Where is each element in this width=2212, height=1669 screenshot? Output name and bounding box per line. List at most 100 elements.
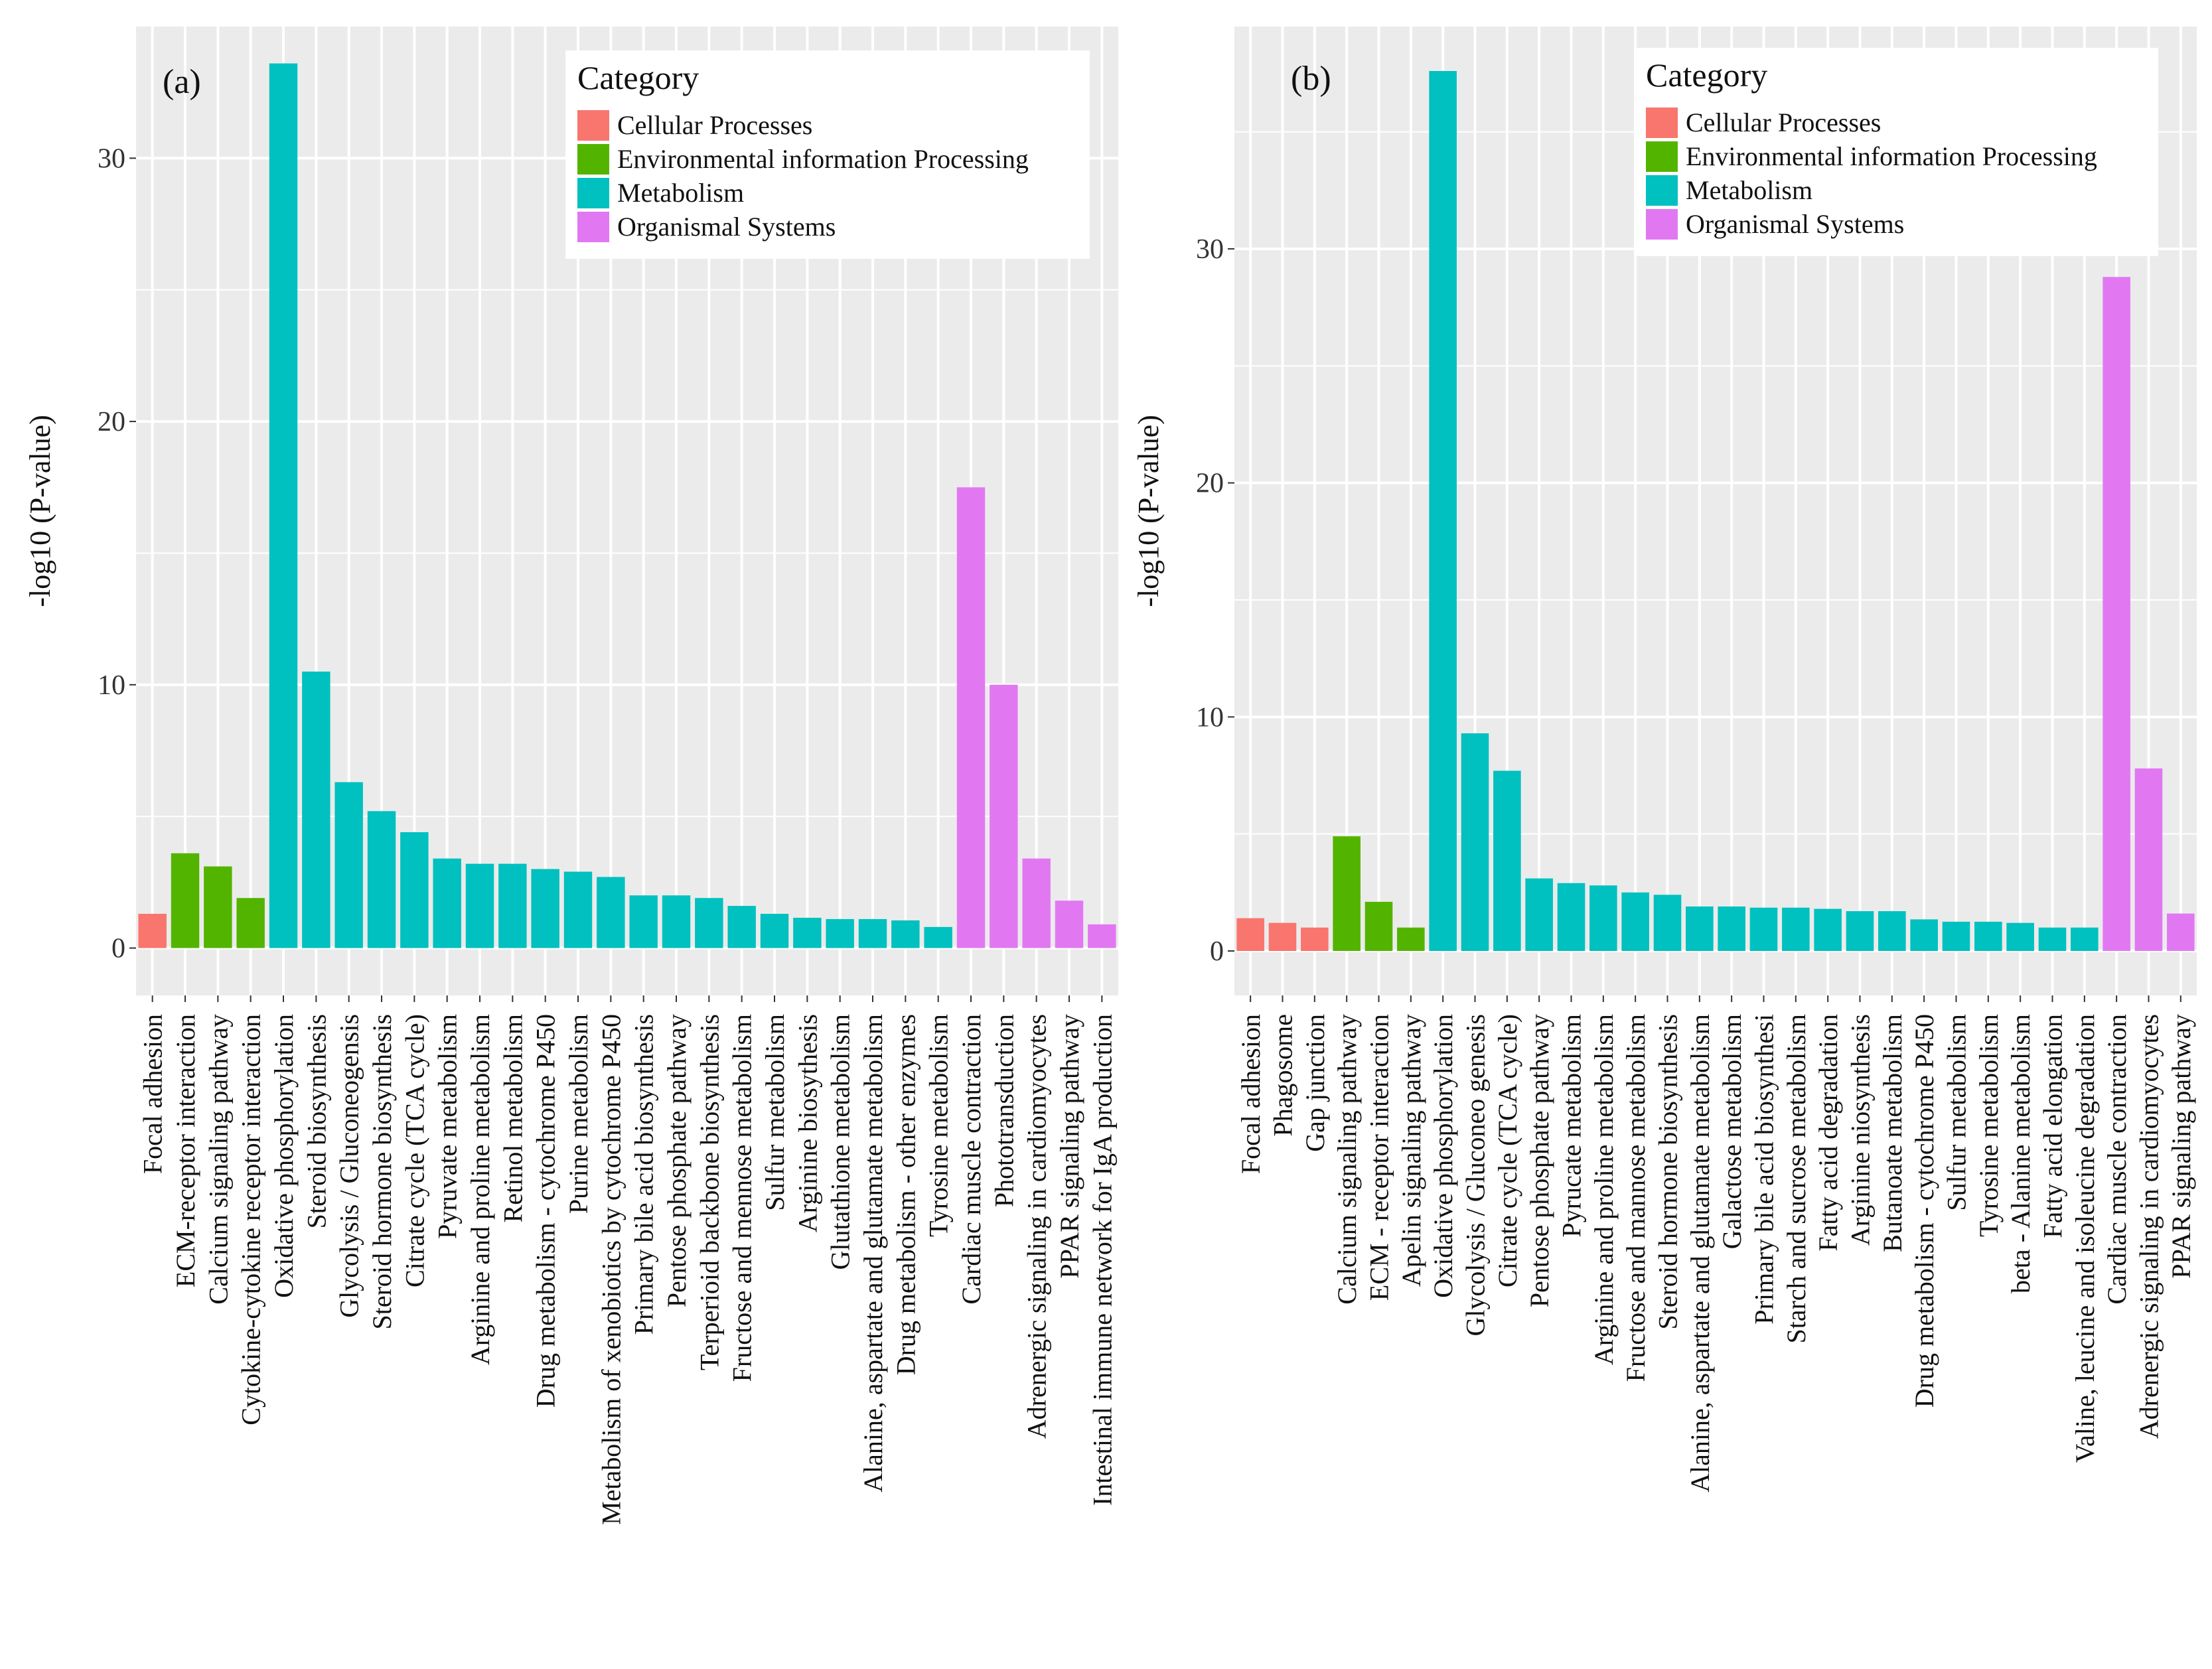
bar-oxidative-phosphorylation <box>1429 71 1457 951</box>
category-label-adrenergic-signaling-in-cardiomyocytes: Adrenergic signaling in cardiomyocytes <box>1022 1014 1052 1439</box>
legend: Category Cellular Processes Environmental … <box>1634 48 2158 256</box>
bar-adrenergic-signaling-in-cardiomyocytes <box>2134 768 2163 951</box>
category-label-arginine-and-proline-metabolism: Arginine and proline metabolism <box>465 1014 495 1365</box>
category-label-tyrosine-metabolism: Tyrosine metabolism <box>924 1014 954 1237</box>
bar-drug-metabolism-other-enzymes <box>891 920 920 948</box>
bar-cardiac-muscle-contraction <box>2102 277 2130 951</box>
bar-primary-bile-acid-biosynthesis <box>629 895 658 948</box>
category-label-steroid-hormone-biosynthesis: Steroid hormone biosynthesis <box>1653 1014 1683 1330</box>
bar-calcium-signaling-pathway <box>204 866 232 948</box>
category-label-alanine-aspartate-and-glutamate-metabolism: Alanine, aspartate and glutamate metabol… <box>1685 1014 1715 1492</box>
y-tick-label: 20 <box>98 407 125 437</box>
y-tick-label: 0 <box>1210 936 1224 967</box>
bar-fatty-acid-degradation <box>1814 908 1842 951</box>
y-tick-label: 30 <box>1196 234 1224 265</box>
bar-phagosome <box>1268 922 1297 951</box>
y-tick-label: 30 <box>98 143 125 174</box>
category-label-gap-junction: Gap junction <box>1300 1014 1330 1152</box>
bar-adrenergic-signaling-in-cardiomyocytes <box>1022 858 1051 948</box>
category-label-drug-metabolism-cytochrome-p450: Drug metabolism - cytochrome P450 <box>531 1014 561 1408</box>
bar-galactose-metabolism <box>1718 906 1745 951</box>
bar-gap-junction <box>1301 927 1329 951</box>
category-label-starch-and-sucrose-metabolism: Starch and sucrose metabolism <box>1781 1014 1811 1344</box>
category-label-valine-leucine-and-isoleucine-degradation: Valine, leucine and isoleucine degradati… <box>2070 1014 2100 1463</box>
legend: Category Cellular Processes Environmental … <box>565 50 1090 259</box>
bar-tyrosine-metabolism <box>1974 921 2002 951</box>
category-label-phagosome: Phagosome <box>1268 1014 1298 1136</box>
category-label-calcium-signaling-pathway: Calcium signaling pathway <box>203 1014 233 1305</box>
category-label-metabolism-of-xenobiotics-by-cytochrome-p450: Metabolism of xenobiotics by cytochrome … <box>596 1014 626 1525</box>
category-label-focal-adhesion: Focal adhesion <box>138 1014 168 1174</box>
bar-ecm-receptor-interaction <box>1364 901 1393 951</box>
bar-drug-metabolism-cytochrome-p450 <box>531 869 559 948</box>
bar-starch-and-sucrose-metabolism <box>1782 907 1810 951</box>
bar-primary-bile-acid-biosynthesi <box>1749 907 1778 951</box>
bar-metabolism-of-xenobiotics-by-cytochrome-p450 <box>597 877 625 948</box>
category-label-ecm-receptor-interaction: ECM-receptor interaction <box>171 1014 200 1287</box>
category-label-intestinal-immune-network-for-iga-production: Intestinal immune network for IgA produc… <box>1087 1014 1117 1506</box>
bar-butanoate-metabolism <box>1878 911 1906 951</box>
bar-glycolysis-gluconeogensis <box>334 782 363 948</box>
category-label-arginine-niosynthesis: Arginine niosynthesis <box>1846 1014 1876 1246</box>
category-label-beta-alanine-metabolism: beta - Alanine metabolism <box>2006 1014 2035 1293</box>
y-axis-title: -log10 (P-value) <box>1132 415 1165 607</box>
bar-terperioid-backbone-biosynthesis <box>695 898 723 948</box>
y-tick-label: 10 <box>1196 702 1224 733</box>
panel-tag: (a) <box>163 63 201 101</box>
legend-swatch-metabolism <box>1646 175 1678 206</box>
category-label-oxidative-phosphorylation: Oxidative phosphorylation <box>1428 1014 1458 1298</box>
bar-phototransduction <box>990 684 1018 948</box>
y-tick-label: 20 <box>1196 469 1224 499</box>
bar-glutathione-metabolism <box>826 918 854 948</box>
category-label-ecm-receptor-interaction: ECM - receptor interaction <box>1364 1014 1394 1301</box>
category-label-phototransduction: Phototransduction <box>989 1014 1019 1207</box>
bar-focal-adhesion <box>138 914 167 948</box>
bar-ppar-signaling-pathway <box>2167 913 2195 951</box>
bar-arginine-and-proline-metabolism <box>1589 885 1617 951</box>
category-label-cytokine-cytokine-receptor-interaction: Cytokine-cytokine receptor interaction <box>236 1014 266 1425</box>
legend-label-environmental-information-processing: Environmental information Processing <box>1686 141 2097 171</box>
legend-label-cellular-processes: Cellular Processes <box>1686 108 1881 137</box>
category-label-arginine-and-proline-metabolism: Arginine and proline metabolism <box>1589 1014 1619 1365</box>
bar-citrate-cycle-tca-cycle <box>1493 770 1521 951</box>
legend-label-cellular-processes: Cellular Processes <box>617 110 812 140</box>
bar-pyrucate-metabolism <box>1557 883 1585 951</box>
bar-steroid-biosynthesis <box>302 672 331 948</box>
legend-title: Category <box>577 59 699 96</box>
category-label-cardiac-muscle-contraction: Cardiac muscle contraction <box>956 1014 986 1305</box>
bar-apelin-signaling-pathway <box>1397 927 1425 951</box>
legend-swatch-environmental-information-processing <box>1646 141 1678 172</box>
bar-intestinal-immune-network-for-iga-production <box>1088 924 1116 948</box>
category-label-calcium-signaling-pathway: Calcium signaling pathway <box>1332 1014 1362 1305</box>
bar-steroid-hormone-biosynthesis <box>367 811 396 948</box>
legend-swatch-environmental-information-processing <box>577 144 609 175</box>
category-label-pyruvate-metabolism: Pyruvate metabolism <box>433 1014 463 1239</box>
category-label-primary-bile-acid-biosynthesi: Primary bile acid biosynthesi <box>1749 1014 1779 1325</box>
bar-beta-alanine-metabolism <box>2006 922 2034 951</box>
category-label-pentose-phosphate-pathway: Pentose phosphate pathway <box>1524 1014 1554 1307</box>
legend-label-organismal-systems: Organismal Systems <box>617 212 836 242</box>
legend-label-metabolism: Metabolism <box>617 178 744 208</box>
bar-retinol-metabolism <box>498 863 527 948</box>
category-label-terperioid-backbone-biosynthesis: Terperioid backbone biosynthesis <box>694 1014 724 1370</box>
legend-label-organismal-systems: Organismal Systems <box>1686 209 1904 239</box>
category-label-ppar-signaling-pathway: PPAR signaling pathway <box>2166 1014 2196 1279</box>
category-label-arginine-biosythesis: Arginine biosythesis <box>792 1014 822 1232</box>
category-label-drug-metabolism-other-enzymes: Drug metabolism - other enzymes <box>891 1014 921 1375</box>
category-label-apelin-signaling-pathway: Apelin signaling pathway <box>1396 1014 1426 1287</box>
category-label-pentose-phosphate-pathway: Pentose phosphate pathway <box>662 1014 692 1307</box>
legend-swatch-cellular-processes <box>577 110 609 141</box>
bar-purine-metabolism <box>563 871 593 948</box>
bar-calcium-signaling-pathway <box>1333 836 1361 951</box>
category-label-retinol-metabolism: Retinol metabolism <box>498 1014 528 1222</box>
bar-arginine-biosythesis <box>793 917 822 948</box>
legend-box <box>565 50 1090 259</box>
bar-pyruvate-metabolism <box>433 858 461 948</box>
category-label-tyrosine-metabolism: Tyrosine metabolism <box>1974 1014 2004 1237</box>
bar-alanine-aspartate-and-glutamate-metabolism <box>858 918 887 948</box>
category-label-ppar-signaling-pathway: PPAR signaling pathway <box>1055 1014 1084 1279</box>
category-label-glutathione-metabolism: Glutathione metabolism <box>826 1014 855 1270</box>
category-label-sulfur-metabolism: Sulfur metabolism <box>1942 1014 1972 1211</box>
bar-pentose-phosphate-pathway <box>662 895 691 948</box>
